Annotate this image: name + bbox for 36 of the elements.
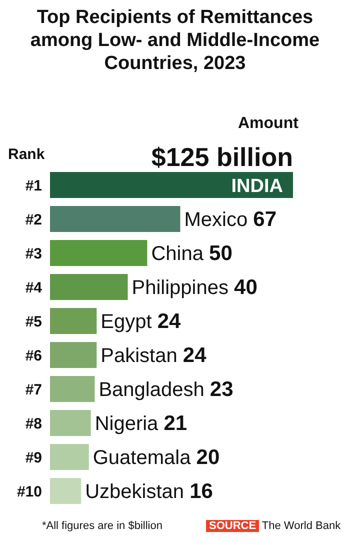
y-axis-title: Rank: [8, 146, 45, 163]
source-note: SOURCE The World Bank: [208, 520, 341, 532]
x-axis-title: Amount: [238, 115, 298, 133]
data-label: $125 billion: [151, 142, 293, 172]
bar: [50, 342, 97, 368]
data-label: Nigeria 21: [94, 412, 188, 435]
annotation: INDIA: [231, 176, 284, 197]
y-tick-label: #1: [25, 177, 42, 194]
data-label: Mexico 67: [184, 208, 277, 231]
bar: [50, 172, 293, 198]
data-label: China 50: [151, 242, 232, 265]
data-label: Egypt 24: [100, 310, 182, 333]
data-label: Uzbekistan 16: [85, 480, 213, 503]
data-label: Pakistan 24: [100, 344, 207, 367]
y-tick-label: #5: [25, 313, 42, 330]
data-label: Guatemala 20: [92, 446, 220, 469]
y-tick-label: #3: [25, 245, 42, 262]
bar: [50, 240, 148, 266]
y-tick-label: #9: [25, 449, 42, 466]
data-label: Philippines 40: [132, 276, 258, 299]
y-tick-label: #10: [16, 483, 42, 500]
bar: [50, 274, 128, 300]
y-tick-label: #4: [25, 279, 43, 296]
bar: [50, 410, 91, 436]
y-tick-label: #2: [25, 211, 42, 228]
bar: [50, 444, 89, 470]
y-tick-label: #8: [25, 415, 42, 432]
data-label: Bangladesh 23: [98, 378, 234, 401]
y-tick-label: #6: [25, 347, 42, 364]
y-tick-label: #7: [25, 381, 42, 398]
chart-title: Top Recipients of Remittances among Low- and Middle-Income Countries, 2023: [29, 6, 321, 75]
bar: [50, 376, 95, 402]
bar: [50, 206, 180, 232]
bar: [50, 308, 97, 334]
bar: [50, 478, 82, 504]
text: *All figures are in $billion: [42, 520, 162, 532]
